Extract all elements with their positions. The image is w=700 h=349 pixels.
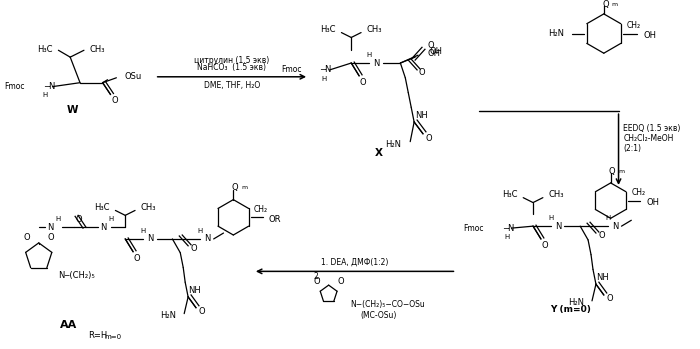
Text: H: H (366, 52, 372, 58)
Text: H: H (197, 228, 202, 234)
Text: O: O (606, 295, 613, 303)
Text: H: H (108, 216, 114, 222)
Text: H: H (548, 215, 554, 221)
Text: OSu: OSu (124, 72, 141, 81)
Text: 2.: 2. (314, 272, 321, 281)
Text: m: m (612, 2, 618, 7)
Text: H₃C: H₃C (502, 190, 517, 199)
Text: Q: Q (609, 166, 615, 176)
Text: O: O (428, 41, 435, 50)
Text: CH₃: CH₃ (367, 25, 382, 34)
Text: OH: OH (428, 49, 441, 58)
Text: (MC-OSu): (MC-OSu) (360, 311, 396, 320)
Text: ─N: ─N (503, 224, 514, 233)
Text: O: O (542, 241, 548, 250)
Text: N─(CH₂)₅: N─(CH₂)₅ (58, 271, 95, 280)
Text: N−(CH₂)₅−CO−OSu: N−(CH₂)₅−CO−OSu (350, 300, 425, 309)
Text: H₃C: H₃C (320, 25, 335, 34)
Text: H₂N: H₂N (160, 311, 176, 320)
Text: Fmoc: Fmoc (463, 224, 484, 233)
Text: O: O (426, 134, 432, 143)
Text: CH₂Cl₂-MeOH: CH₂Cl₂-MeOH (624, 134, 674, 143)
Text: O: O (314, 277, 320, 286)
Text: N: N (100, 223, 107, 232)
Text: ─N: ─N (43, 82, 55, 91)
Text: N: N (555, 222, 562, 231)
Text: CH₃: CH₃ (141, 203, 157, 212)
Text: m: m (619, 169, 624, 174)
Text: m: m (241, 185, 247, 190)
Text: цитрулин (1.5 экв): цитрулин (1.5 экв) (194, 55, 270, 65)
Text: O: O (598, 231, 605, 240)
Text: X: X (374, 148, 383, 158)
Text: H₃C: H₃C (37, 45, 52, 54)
Text: CH₂: CH₂ (631, 188, 645, 197)
Text: CH₂: CH₂ (254, 205, 268, 214)
Text: m=0: m=0 (104, 334, 122, 340)
Text: O: O (419, 68, 426, 77)
Text: CH₃: CH₃ (90, 45, 106, 54)
Text: O: O (24, 233, 30, 243)
Text: CH₃: CH₃ (549, 190, 564, 199)
Text: O: O (111, 96, 118, 105)
Text: Q: Q (602, 0, 609, 9)
Text: DME, THF, H₂O: DME, THF, H₂O (204, 81, 260, 90)
Text: N: N (204, 235, 211, 244)
Text: NH: NH (415, 111, 428, 120)
Text: NH: NH (596, 273, 609, 282)
Text: 1. DEA, ДМФ(1:2): 1. DEA, ДМФ(1:2) (321, 258, 389, 267)
Text: (2:1): (2:1) (624, 144, 641, 153)
Text: N: N (148, 235, 154, 244)
Text: H₃C: H₃C (94, 203, 109, 212)
Text: W: W (66, 105, 78, 115)
Text: NH: NH (188, 285, 201, 295)
Text: O: O (134, 254, 140, 263)
Text: H: H (605, 215, 610, 221)
Text: O: O (360, 78, 366, 87)
Text: H: H (140, 228, 146, 234)
Text: OR: OR (269, 215, 281, 224)
Text: Fmoc: Fmoc (281, 65, 302, 74)
Text: O: O (76, 215, 83, 224)
Text: AA: AA (60, 320, 77, 331)
Text: O: O (190, 244, 197, 253)
Text: H: H (42, 92, 48, 98)
Text: Y (m=0): Y (m=0) (550, 305, 591, 314)
Text: N: N (374, 59, 380, 68)
Text: R=H: R=H (88, 331, 107, 340)
Text: Fmoc: Fmoc (4, 82, 25, 91)
Text: H₂N: H₂N (386, 140, 401, 149)
Text: OH: OH (646, 198, 659, 207)
Text: H: H (56, 216, 61, 222)
Text: ─N: ─N (320, 65, 331, 74)
Text: NaHCO₃  (1.5 экв): NaHCO₃ (1.5 экв) (197, 64, 267, 73)
Text: H₂N: H₂N (568, 298, 584, 307)
Text: H₂N: H₂N (549, 29, 564, 38)
Text: H: H (321, 76, 326, 82)
Text: N: N (612, 222, 619, 231)
Text: EEDQ (1.5 экв): EEDQ (1.5 экв) (624, 124, 681, 133)
Text: N: N (48, 223, 54, 232)
Text: O: O (199, 307, 205, 316)
Text: O: O (47, 233, 54, 243)
Text: Q: Q (232, 183, 238, 192)
Text: O: O (337, 277, 344, 286)
Text: OH: OH (643, 31, 656, 40)
Text: CH₂: CH₂ (626, 21, 640, 30)
Text: OH: OH (430, 47, 443, 56)
Text: H: H (504, 234, 509, 240)
